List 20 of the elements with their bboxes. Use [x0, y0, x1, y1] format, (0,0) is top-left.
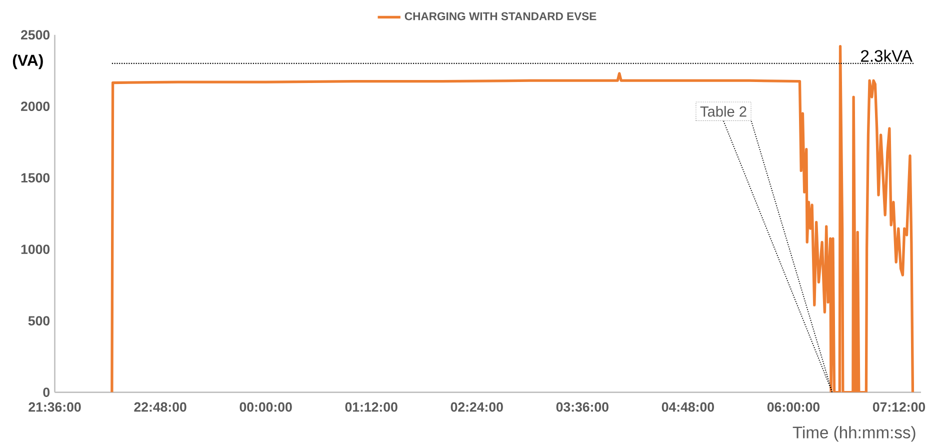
x-tick-label: 03:36:00 — [556, 402, 608, 412]
x-tick-label: 01:12:00 — [345, 402, 398, 412]
x-tick-label: 00:00:00 — [240, 402, 292, 412]
x-axis-title: Time (hh:mm:ss) — [792, 426, 916, 442]
y-tick-label: 1000 — [21, 244, 50, 254]
y-tick-label: 2000 — [21, 102, 50, 112]
y-axis-title: (VA) — [12, 54, 43, 70]
x-tick-label: 06:00:00 — [767, 402, 820, 412]
y-tick-label: 0 — [43, 388, 50, 397]
y-tick-label: 2500 — [21, 30, 50, 40]
x-tick-label: 22:48:00 — [134, 402, 186, 412]
legend-label: CHARGING WITH STANDARD EVSE — [404, 12, 596, 20]
x-tick-label: 21:36:00 — [28, 402, 81, 412]
x-tick-label: 02:24:00 — [450, 402, 503, 412]
y-tick-label: 1500 — [21, 173, 50, 182]
ref-line-label: 2.3kVA — [861, 50, 912, 62]
annotation: Table 2 — [700, 106, 746, 117]
x-tick-label: 07:12:00 — [872, 402, 926, 412]
y-tick-label: 500 — [28, 316, 50, 326]
x-tick-label: 04:48:00 — [662, 402, 714, 412]
